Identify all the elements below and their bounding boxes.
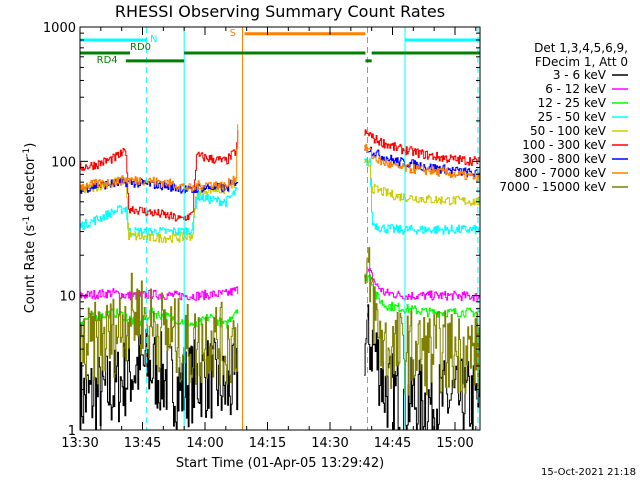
- y-tick-label-0: 1: [68, 424, 76, 439]
- y-tick-label-2: 100: [51, 155, 76, 170]
- legend-label-5: 100 - 300 keV: [522, 138, 606, 152]
- chart-title: RHESSI Observing Summary Count Rates: [115, 2, 445, 21]
- x-tick-label-4: 14:30: [311, 436, 348, 451]
- y-axis-label-part2: detector: [23, 156, 38, 216]
- legend-header-line1: Det 1,3,4,5,6,9,: [534, 41, 628, 55]
- legend-header-line2: FDecim 1, Att 0: [535, 55, 628, 69]
- plot-frame: [79, 26, 481, 431]
- legend-label-7: 800 - 7000 keV: [515, 166, 607, 180]
- y-axis-label-sup1: -1: [22, 216, 32, 225]
- series-line-8: [80, 247, 481, 396]
- timestamp: 15-Oct-2021 21:18: [541, 467, 636, 478]
- green-flag-bar-0-label: RD0: [130, 42, 151, 53]
- y-axis-label-sup2: -1: [22, 148, 32, 157]
- series-line-4: [80, 160, 481, 243]
- series-line-3: [80, 158, 481, 237]
- cyan-flag-bar-0-label: N: [150, 34, 157, 45]
- y-tick-label-1: 10: [59, 290, 76, 305]
- series-line-7: [80, 124, 481, 192]
- legend-label-2: 12 - 25 keV: [538, 96, 607, 110]
- orange-flag-bar-label: S: [230, 28, 236, 39]
- series-line-1: [80, 268, 481, 302]
- series-line-6: [80, 145, 481, 194]
- legend-label-6: 300 - 800 keV: [522, 152, 606, 166]
- x-tick-label-2: 14:00: [186, 436, 223, 451]
- y-axis: 1 10 100 1000: [43, 21, 480, 439]
- series-line-5: [80, 129, 481, 222]
- legend-label-1: 6 - 12 keV: [545, 82, 607, 96]
- x-axis-label: Start Time (01-Apr-05 13:29:42): [176, 456, 384, 471]
- green-flag-bar-1-label: RD4: [97, 55, 118, 66]
- legend-label-0: 3 - 6 keV: [553, 68, 607, 82]
- x-tick-label-5: 14:45: [374, 436, 411, 451]
- x-tick-label-0: 13:30: [61, 436, 98, 451]
- legend-label-3: 25 - 50 keV: [538, 110, 607, 124]
- legend: Det 1,3,4,5,6,9, FDecim 1, Att 0 3 - 6 k…: [499, 41, 628, 194]
- legend-label-4: 50 - 100 keV: [530, 124, 607, 138]
- y-axis-label-part1: Count Rate (s: [23, 225, 38, 314]
- y-tick-label-3: 1000: [43, 21, 76, 36]
- x-tick-label-1: 13:45: [124, 436, 161, 451]
- x-tick-label-6: 15:00: [436, 436, 473, 451]
- x-tick-label-3: 14:15: [249, 436, 286, 451]
- legend-label-8: 7000 - 15000 keV: [499, 180, 606, 194]
- x-axis: 13:30 13:45 14:00 14:15 14:30 14:45 15:00: [61, 27, 477, 451]
- y-axis-label-part3: ): [23, 143, 38, 148]
- plot-area: N S RD0 RD4: [79, 27, 481, 431]
- y-axis-label: Count Rate (s-1 detector-1): [22, 143, 38, 314]
